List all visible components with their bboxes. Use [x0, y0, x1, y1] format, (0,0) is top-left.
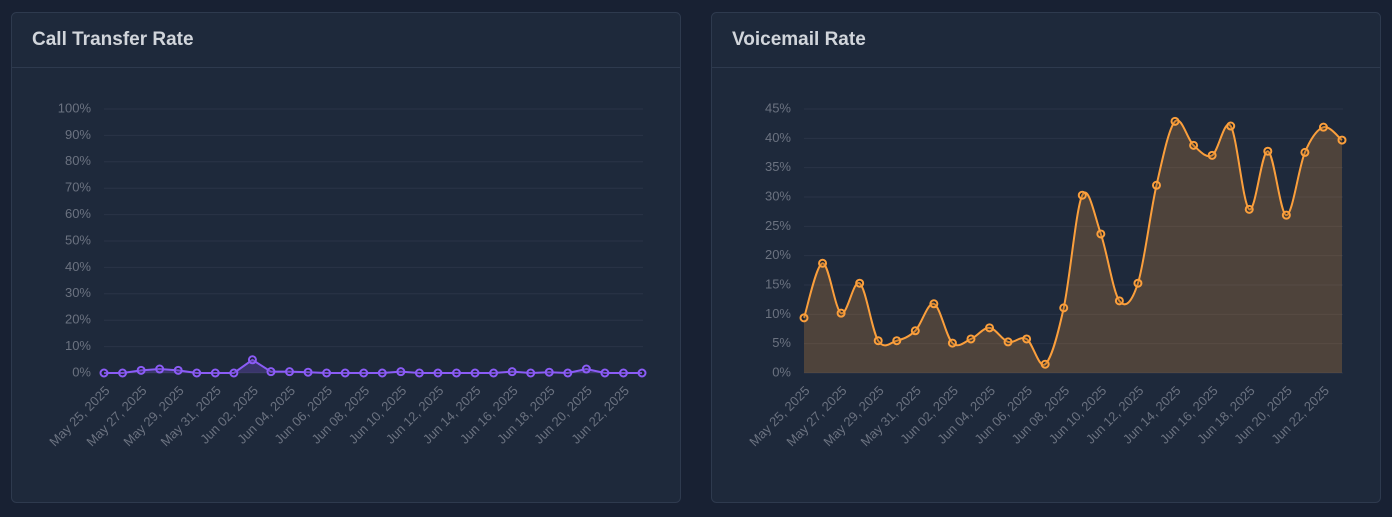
data-point	[229, 368, 239, 378]
data-point	[1226, 121, 1236, 131]
data-point	[1207, 150, 1217, 160]
data-point	[433, 368, 443, 378]
y-tick-label: 50%	[65, 232, 91, 247]
data-point	[618, 368, 628, 378]
data-point	[1077, 190, 1087, 200]
data-point	[1096, 229, 1106, 239]
y-tick-label: 10%	[765, 306, 791, 321]
data-point	[929, 299, 939, 309]
y-tick-label: 20%	[765, 247, 791, 262]
data-point	[563, 368, 573, 378]
data-point	[377, 368, 387, 378]
data-point	[526, 368, 536, 378]
data-point	[947, 338, 957, 348]
data-point	[155, 364, 165, 374]
data-point	[118, 368, 128, 378]
data-point	[322, 368, 332, 378]
data-point	[470, 368, 480, 378]
data-point	[451, 368, 461, 378]
data-point	[489, 368, 499, 378]
y-tick-label: 90%	[65, 127, 91, 142]
data-point	[1281, 210, 1291, 220]
data-point	[266, 367, 276, 377]
data-point	[285, 367, 295, 377]
data-point	[1133, 278, 1143, 288]
y-tick-label: 15%	[765, 276, 791, 291]
data-point	[637, 368, 647, 378]
data-point	[799, 313, 809, 323]
y-tick-label: 45%	[765, 100, 791, 115]
y-tick-label: 25%	[765, 218, 791, 233]
chart-card: Call Transfer Rate 0% 10% 20% 30% 40% 50% 60% 70…	[11, 12, 681, 503]
data-point	[818, 258, 828, 268]
data-point	[1337, 135, 1347, 145]
y-tick-label: 20%	[65, 312, 91, 327]
y-tick-label: 10%	[65, 338, 91, 353]
data-point	[210, 368, 220, 378]
data-point	[1263, 146, 1273, 156]
y-tick-label: 70%	[65, 180, 91, 195]
data-point	[1189, 140, 1199, 150]
y-tick-label: 5%	[772, 335, 791, 350]
data-point	[99, 368, 109, 378]
chart-card: Voicemail Rate 0% 5% 10% 15% 20% 25% 30% 35% 40% 4…	[711, 12, 1381, 503]
data-point	[1318, 122, 1328, 132]
data-point	[136, 365, 146, 375]
data-point	[247, 355, 257, 365]
y-tick-label: 40%	[765, 130, 791, 145]
y-tick-label: 0%	[772, 364, 791, 379]
data-point	[303, 367, 313, 377]
data-point	[396, 367, 406, 377]
data-point	[910, 326, 920, 336]
data-point	[1170, 116, 1180, 126]
y-tick-label: 60%	[65, 206, 91, 221]
data-point	[892, 336, 902, 346]
y-tick-label: 0%	[72, 364, 91, 379]
chart-title: Voicemail Rate	[732, 29, 866, 50]
data-point	[1059, 303, 1069, 313]
data-point	[1244, 204, 1254, 214]
y-tick-label: 40%	[65, 259, 91, 274]
data-point	[1114, 296, 1124, 306]
data-point	[1003, 337, 1013, 347]
data-point	[836, 308, 846, 318]
data-point	[581, 364, 591, 374]
data-point	[192, 368, 202, 378]
data-point	[414, 368, 424, 378]
data-point	[173, 365, 183, 375]
card	[711, 12, 1381, 503]
data-point	[966, 334, 976, 344]
data-point	[1022, 334, 1032, 344]
data-point	[855, 278, 865, 288]
data-point	[359, 368, 369, 378]
data-point	[544, 367, 554, 377]
data-point	[340, 368, 350, 378]
y-tick-label: 80%	[65, 153, 91, 168]
data-point	[873, 336, 883, 346]
chart-title: Call Transfer Rate	[32, 29, 194, 50]
data-point	[985, 323, 995, 333]
y-tick-label: 35%	[765, 159, 791, 174]
data-point	[1040, 359, 1050, 369]
y-tick-label: 30%	[765, 188, 791, 203]
data-point	[1300, 147, 1310, 157]
y-tick-label: 100%	[58, 100, 92, 115]
data-point	[507, 367, 517, 377]
data-point	[1151, 180, 1161, 190]
y-tick-label: 30%	[65, 285, 91, 300]
data-point	[600, 368, 610, 378]
